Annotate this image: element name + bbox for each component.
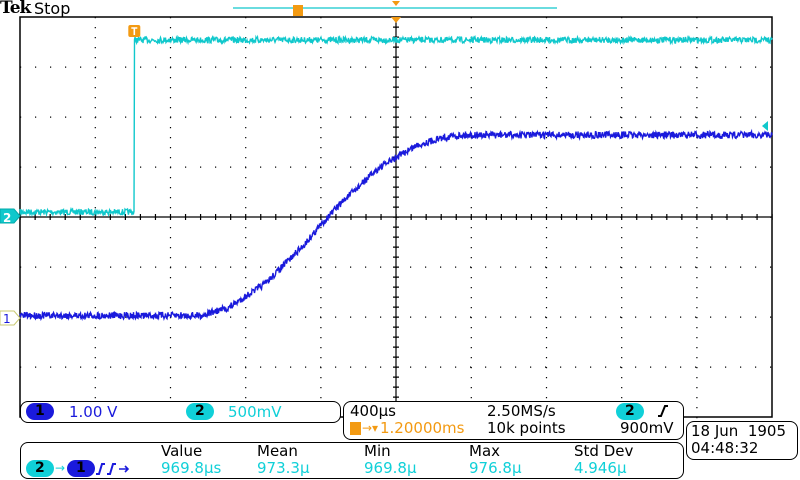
trigger-level: 900mV — [620, 419, 674, 437]
meas-std-dev: 4.946µ — [574, 459, 627, 477]
sample-rate: 2.50MS/s — [487, 402, 556, 420]
date: 18 Jun 1905 — [691, 422, 787, 440]
acquisition-status: Stop — [34, 0, 71, 18]
meas-header-max: Max — [469, 442, 501, 460]
traces — [19, 34, 773, 322]
arrow-icon: → — [55, 461, 66, 475]
meas-header-std-dev: Std Dev — [574, 442, 634, 460]
ch2-ground-marker — [0, 208, 21, 224]
ch2-waveform — [19, 34, 773, 218]
meas-header-value: Value — [161, 442, 203, 460]
trigger-arrow-icon: →▾ — [362, 421, 379, 435]
horizontal-scale: 400µs — [350, 402, 396, 420]
meas-source-ch2-badge: 2 — [26, 460, 54, 477]
trigger-position-icon — [350, 422, 361, 435]
meas-mean: 973.3µ — [257, 459, 310, 477]
graticule — [19, 16, 773, 419]
record-length: 10k points — [487, 419, 566, 437]
expansion-point-marker — [391, 17, 401, 23]
tek-logo: Tek — [0, 0, 31, 18]
ch2-badge[interactable]: 2 — [186, 403, 214, 420]
trigger-source-badge: 2 — [616, 403, 644, 420]
ch1-ground-marker-label: 1 — [3, 312, 11, 326]
timebase-box[interactable]: 400µs 2.50MS/s 2 →▾ 1.20000ms 10k points… — [343, 401, 684, 440]
trigger-t-icon — [131, 27, 138, 35]
meas-header-min: Min — [364, 442, 391, 460]
ch2-ground-marker-label: 2 — [3, 211, 11, 225]
graticule-dots — [19, 16, 773, 419]
time: 04:48:32 — [691, 439, 759, 457]
measurement-box[interactable]: Value Mean Min Max Std Dev 2 → 1 969.8µs… — [20, 442, 684, 479]
channel-scale-box[interactable]: 1 1.00 V 2 500mV — [20, 401, 341, 423]
meas-min: 969.8µ — [364, 459, 417, 477]
ch1-waveform — [19, 128, 773, 322]
meas-source-ch1-badge: 1 — [67, 460, 95, 477]
expansion-point-top-marker — [392, 1, 400, 6]
ch1-scale: 1.00 V — [69, 403, 118, 421]
trigger-position: 1.20000ms — [380, 419, 465, 437]
markers: 21 — [0, 1, 768, 326]
meas-header-mean: Mean — [257, 442, 298, 460]
trigger-level-arrow — [762, 121, 768, 131]
datetime-box: 18 Jun 1905 04:48:32 — [686, 421, 798, 460]
rising-edge-icon — [658, 405, 668, 417]
record-trigger-marker — [293, 5, 303, 16]
delay-measurement-icon — [96, 463, 130, 475]
ch2-scale: 500mV — [228, 403, 282, 421]
ch1-ground-marker — [0, 310, 21, 326]
meas-max: 976.8µ — [469, 459, 522, 477]
ch1-badge[interactable]: 1 — [26, 403, 54, 420]
meas-value: 969.8µs — [161, 459, 222, 477]
